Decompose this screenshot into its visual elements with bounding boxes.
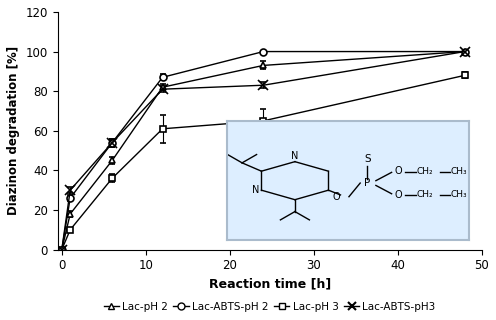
Legend: Lac-pH 2, Lac-ABTS-pH 2, Lac-pH 3, Lac-ABTS-pH3: Lac-pH 2, Lac-ABTS-pH 2, Lac-pH 3, Lac-A…	[99, 298, 440, 316]
Y-axis label: Diazinon degradation [%]: Diazinon degradation [%]	[7, 46, 20, 215]
X-axis label: Reaction time [h]: Reaction time [h]	[208, 278, 331, 291]
